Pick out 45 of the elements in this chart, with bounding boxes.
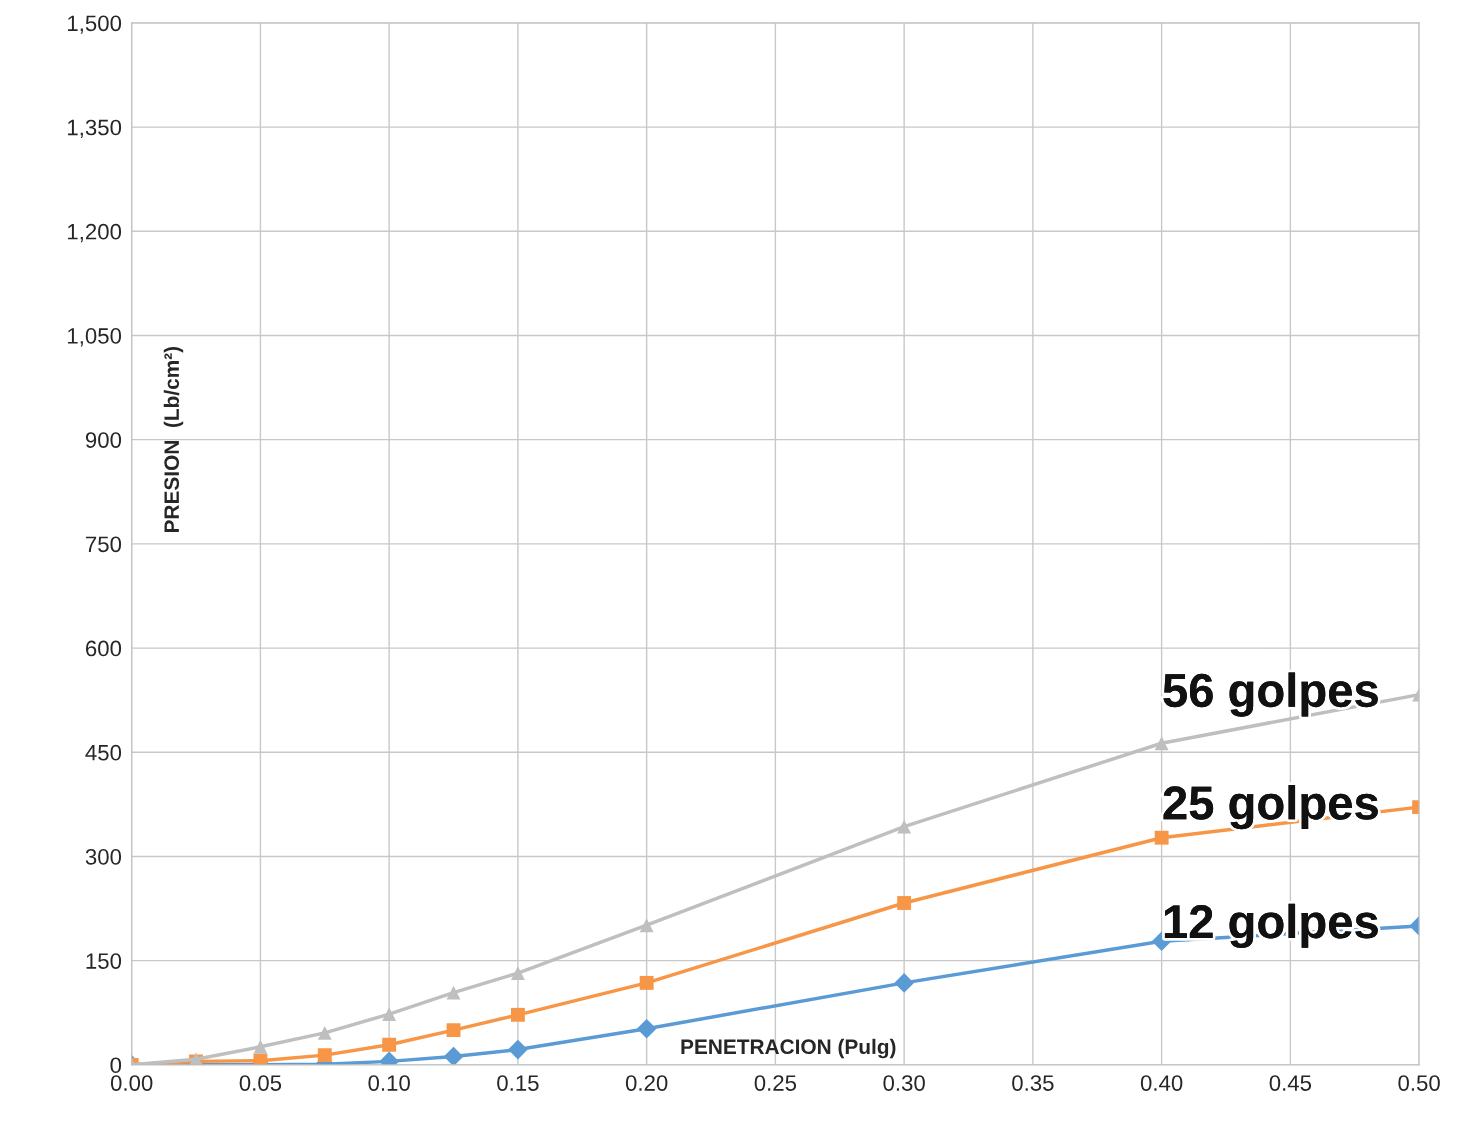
y-tick-label: 300 (85, 848, 122, 865)
point (382, 1037, 397, 1052)
point (446, 1023, 461, 1038)
point (1154, 830, 1169, 845)
point (317, 1048, 332, 1063)
x-tick-label: 0.10 (368, 1075, 410, 1091)
y-tick-label: 750 (86, 536, 122, 553)
y-tick-label: 600 (86, 640, 122, 657)
point (508, 1039, 528, 1060)
point (443, 1046, 464, 1065)
y-tick-label: 1,500 (68, 15, 122, 34)
x-tick-label: 0.45 (1269, 1075, 1312, 1091)
y-tick-label: 1,200 (68, 223, 122, 243)
y-tick-label: 450 (85, 744, 122, 761)
y-tick-label: 900 (85, 432, 122, 448)
point (897, 896, 912, 910)
x-tick-label: 0.40 (1140, 1075, 1183, 1091)
point (382, 1007, 397, 1022)
point (636, 1018, 657, 1039)
point (894, 973, 914, 993)
y-tick-label: 1,350 (68, 119, 122, 138)
x-tick-label: 0.35 (1012, 1075, 1054, 1091)
point (446, 985, 461, 1000)
point (897, 819, 912, 834)
point (639, 975, 654, 990)
y-axis-title: PRESION (Lb/cm²) (163, 346, 184, 533)
point (510, 966, 525, 981)
y-tick-label: 150 (86, 953, 122, 969)
x-tick-label: 0.50 (1398, 1075, 1440, 1091)
point (639, 918, 654, 933)
y-tick-label: 0 (110, 1057, 122, 1074)
point (1154, 736, 1169, 751)
x-tick-label: 0.15 (497, 1075, 539, 1091)
point (317, 1025, 332, 1040)
x-tick-label: 0.05 (239, 1075, 282, 1091)
point (510, 1007, 525, 1022)
x-tick-label: 0.30 (883, 1075, 925, 1091)
series-label: 56 golpes (1163, 672, 1378, 717)
x-axis-title: PENETRACION (Pulg) (681, 1038, 896, 1059)
x-tick-label: 0.00 (110, 1075, 153, 1091)
x-tick-label: 0.25 (754, 1075, 797, 1091)
y-tick-label: 1,050 (68, 328, 122, 347)
point (253, 1039, 268, 1054)
x-tick-label: 0.20 (625, 1075, 668, 1091)
series-label: 25 golpes (1163, 785, 1378, 830)
